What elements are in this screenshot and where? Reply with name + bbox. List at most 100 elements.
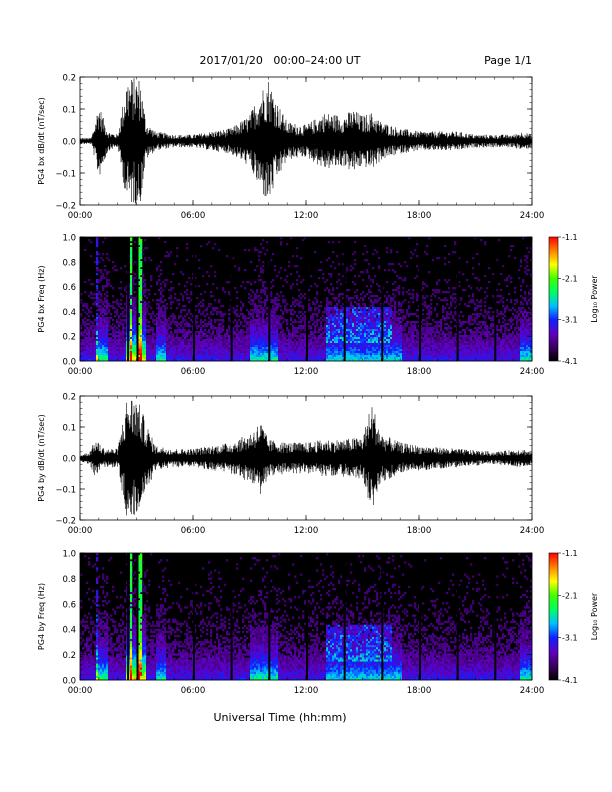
spectrogram-cell xyxy=(398,343,401,346)
spectrogram-cell xyxy=(396,287,399,290)
spectrogram-cell xyxy=(216,335,219,338)
spectrogram-cell xyxy=(340,325,343,328)
spectrogram-cell xyxy=(396,351,399,354)
spectrogram-cell xyxy=(326,357,329,360)
spectrogram-cell xyxy=(128,289,131,292)
spectrogram-cell xyxy=(338,341,341,344)
spectrogram-cell xyxy=(186,345,189,348)
spectrogram-cell xyxy=(318,327,321,330)
spectrogram-cell xyxy=(360,315,363,318)
spectrogram-cell xyxy=(82,353,85,356)
spectrogram-cell xyxy=(250,261,253,264)
spectrogram-cell xyxy=(106,335,109,338)
spectrogram-cell xyxy=(166,325,169,328)
spectrogram-cell xyxy=(106,329,109,332)
spectrogram-cell xyxy=(146,307,149,310)
spectrogram-cell xyxy=(410,323,413,326)
spectrogram-cell xyxy=(410,321,413,324)
spectrogram-cell xyxy=(398,291,401,294)
spectrogram-cell xyxy=(120,351,123,354)
spectrogram-cell xyxy=(324,317,327,320)
spectrogram-cell xyxy=(368,329,371,332)
spectrogram-cell xyxy=(148,357,151,360)
spectrogram-cell xyxy=(332,261,335,264)
spectrogram-cell xyxy=(364,347,367,350)
spectrogram-cell xyxy=(266,287,269,290)
spectrogram-cell xyxy=(342,343,345,346)
spectrogram-cell xyxy=(352,351,355,354)
spectrogram-cell xyxy=(204,359,207,362)
spectrogram-cell xyxy=(334,343,337,346)
spectrogram-cell xyxy=(414,355,417,358)
spectrogram-cell xyxy=(360,343,363,346)
spectrogram-cell xyxy=(304,345,307,348)
spectrogram-cell xyxy=(408,339,411,342)
spectrogram-cell xyxy=(250,347,253,350)
spectrogram-cell xyxy=(110,313,113,316)
spectrogram-cell xyxy=(326,317,329,320)
spectrogram-cell xyxy=(150,355,153,358)
spectrogram-cell xyxy=(424,283,427,286)
spectrogram-cell xyxy=(222,321,225,324)
spectrogram-cell xyxy=(188,347,191,350)
spectrogram-cell xyxy=(190,283,193,286)
spectrogram-cell xyxy=(204,349,207,352)
spectrogram-cell xyxy=(252,327,255,330)
spectrogram-cell xyxy=(142,275,145,278)
spectrogram-cell xyxy=(260,341,263,344)
spectrogram-cell xyxy=(374,317,377,320)
spectrogram-cell xyxy=(112,343,115,346)
spectrogram-cell xyxy=(332,307,335,310)
spectrogram-cell xyxy=(116,321,119,324)
spectrogram-cell xyxy=(390,343,393,346)
spectrogram-cell xyxy=(100,301,103,304)
spectrogram-cell xyxy=(364,337,367,340)
spectrogram-cell xyxy=(330,293,333,296)
spectrogram-cell xyxy=(166,333,169,336)
spectrogram-cell xyxy=(96,295,99,298)
spectrogram-cell xyxy=(164,313,167,316)
spectrogram-cell xyxy=(370,291,373,294)
spectrogram-cell xyxy=(202,343,205,346)
spectrogram-cell xyxy=(168,289,171,292)
spectrogram-cell xyxy=(106,347,109,350)
spectrogram-cell xyxy=(140,249,143,252)
spectrogram-cell xyxy=(360,313,363,316)
spectrogram-cell xyxy=(424,335,427,338)
spectrogram-cell xyxy=(366,321,369,324)
spectrogram-cell xyxy=(86,339,89,342)
spectrogram-cell xyxy=(218,335,221,338)
spectrogram-cell xyxy=(234,347,237,350)
spectrogram-cell xyxy=(164,357,167,360)
spectrogram-cell xyxy=(360,349,363,352)
spectrogram-cell xyxy=(212,333,215,336)
spectrogram-cell xyxy=(216,355,219,358)
spectrogram-cell xyxy=(172,349,175,352)
spectrogram-cell xyxy=(298,327,301,330)
spectrogram-cell xyxy=(218,323,221,326)
spectrogram-cell xyxy=(394,309,397,312)
spectrogram-cell xyxy=(166,337,169,340)
spectrogram-cell xyxy=(392,297,395,300)
spectrogram-cell xyxy=(292,355,295,358)
spectrogram-cell xyxy=(176,341,179,344)
spectrogram-cell xyxy=(182,359,185,362)
spectrogram-cell xyxy=(130,281,133,284)
spectrogram-cell xyxy=(258,333,261,336)
spectrogram-cell xyxy=(338,351,341,354)
spectrogram-cell xyxy=(94,349,97,352)
spectrogram-cell xyxy=(106,295,109,298)
spectrogram-cell xyxy=(106,331,109,334)
spectrogram-cell xyxy=(156,345,159,348)
spectrogram-cell xyxy=(354,283,357,286)
spectrogram-cell xyxy=(232,349,235,352)
spectrogram-cell xyxy=(124,345,127,348)
spectrogram-cell xyxy=(374,333,377,336)
spectrogram-cell xyxy=(364,329,367,332)
spectrogram-cell xyxy=(122,333,125,336)
spectrogram-cell xyxy=(178,349,181,352)
spectrogram-cell xyxy=(94,261,97,264)
spectrogram-cell xyxy=(166,279,169,282)
spectrogram-cell xyxy=(144,359,147,362)
spectrogram-cell xyxy=(120,313,123,316)
